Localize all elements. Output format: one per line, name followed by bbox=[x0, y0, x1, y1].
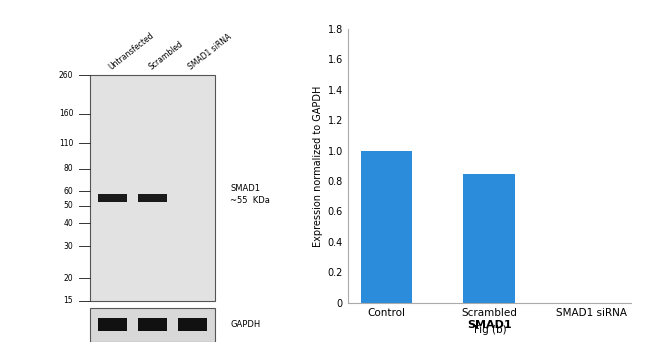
Text: GAPDH: GAPDH bbox=[230, 320, 261, 329]
FancyBboxPatch shape bbox=[179, 318, 207, 331]
Text: Scrambled: Scrambled bbox=[147, 40, 185, 72]
Bar bbox=[463, 174, 515, 303]
Text: SMAD1 siRNA: SMAD1 siRNA bbox=[187, 32, 234, 72]
FancyBboxPatch shape bbox=[138, 318, 166, 331]
Text: 160: 160 bbox=[58, 109, 73, 118]
Bar bbox=[90, 308, 215, 342]
FancyBboxPatch shape bbox=[98, 194, 127, 202]
Bar bbox=[361, 151, 412, 303]
Text: Untransfected: Untransfected bbox=[107, 31, 155, 72]
Text: 40: 40 bbox=[64, 219, 73, 228]
Text: Fig (b): Fig (b) bbox=[474, 325, 507, 335]
X-axis label: SMAD1: SMAD1 bbox=[467, 320, 512, 330]
Text: 15: 15 bbox=[64, 297, 73, 305]
Text: 50: 50 bbox=[64, 201, 73, 210]
Text: 20: 20 bbox=[64, 274, 73, 283]
Text: 60: 60 bbox=[64, 187, 73, 196]
Text: 30: 30 bbox=[64, 241, 73, 251]
Text: SMAD1
~55  KDa: SMAD1 ~55 KDa bbox=[230, 184, 270, 205]
Bar bbox=[90, 75, 215, 301]
FancyBboxPatch shape bbox=[98, 318, 127, 331]
Y-axis label: Expression normalized to GAPDH: Expression normalized to GAPDH bbox=[313, 85, 323, 247]
Text: 260: 260 bbox=[58, 71, 73, 80]
FancyBboxPatch shape bbox=[138, 194, 166, 202]
Text: 110: 110 bbox=[59, 139, 73, 148]
Text: 80: 80 bbox=[64, 164, 73, 173]
